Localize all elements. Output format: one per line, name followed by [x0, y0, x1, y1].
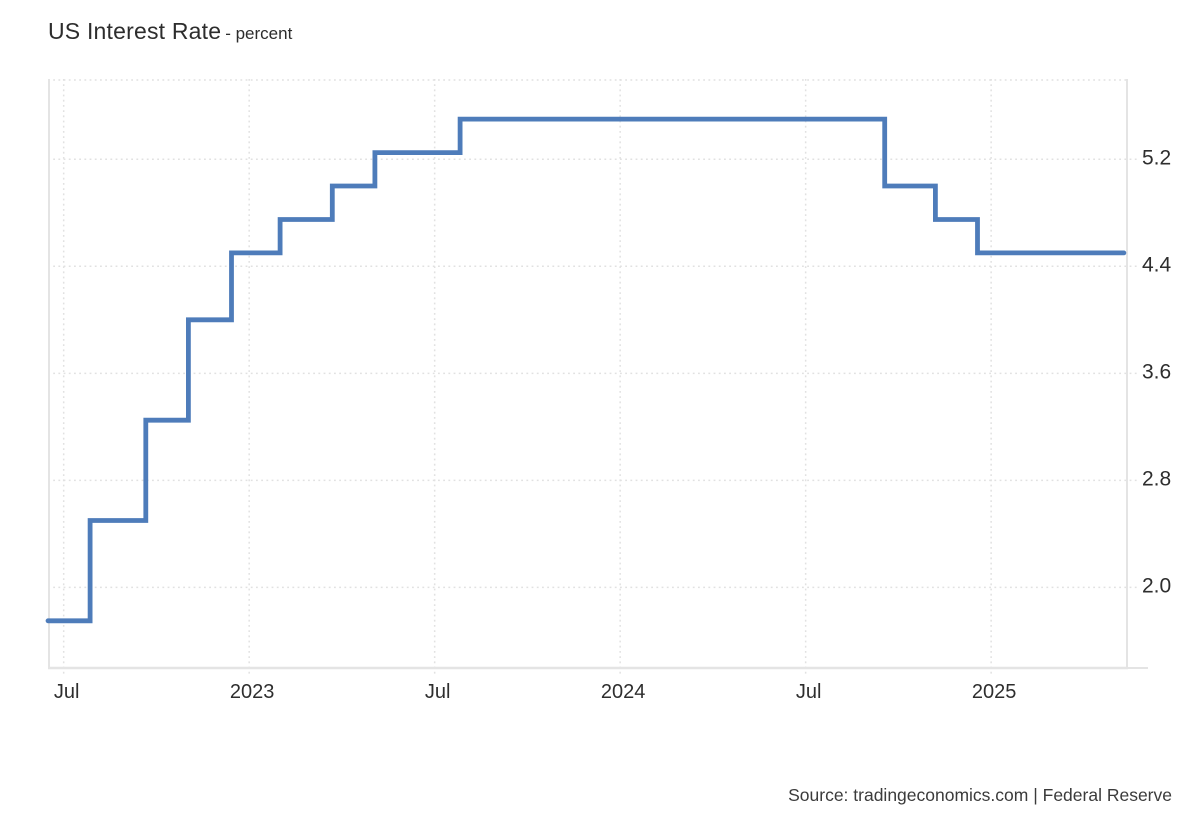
y-axis-tick-label: 3.6 — [1142, 360, 1172, 384]
page-title: US Interest Rate - percent — [48, 18, 292, 45]
y-axis-tick-label: 5.2 — [1142, 146, 1172, 170]
x-axis-tick-label: Jul — [53, 681, 80, 703]
x-axis-tick-label: Jul — [795, 681, 822, 703]
y-axis-tick-label: 2.0 — [1142, 574, 1172, 598]
chart-title: US Interest Rate — [48, 18, 222, 44]
source-attribution: Source: tradingeconomics.com | Federal R… — [788, 785, 1172, 805]
chart-title-unit: - percent — [225, 24, 293, 43]
x-axis-tick-label: 2024 — [600, 681, 646, 703]
x-axis-tick-label: 2023 — [229, 681, 275, 703]
x-axis-tick-label: 2025 — [971, 681, 1017, 703]
chart-plot-area[interactable]: 5.2 4.4 3.6 2.8 2.0 Jul 2023 Jul 2024 Jul 2025 — [45, 79, 1171, 703]
x-axis-tick-label: Jul — [424, 681, 451, 703]
interest-rate-series-line[interactable] — [45, 116, 1127, 624]
y-axis-tick-label: 2.8 — [1142, 467, 1172, 491]
interest-rate-step-chart[interactable] — [45, 79, 1148, 676]
y-axis-tick-label: 4.4 — [1142, 253, 1172, 277]
